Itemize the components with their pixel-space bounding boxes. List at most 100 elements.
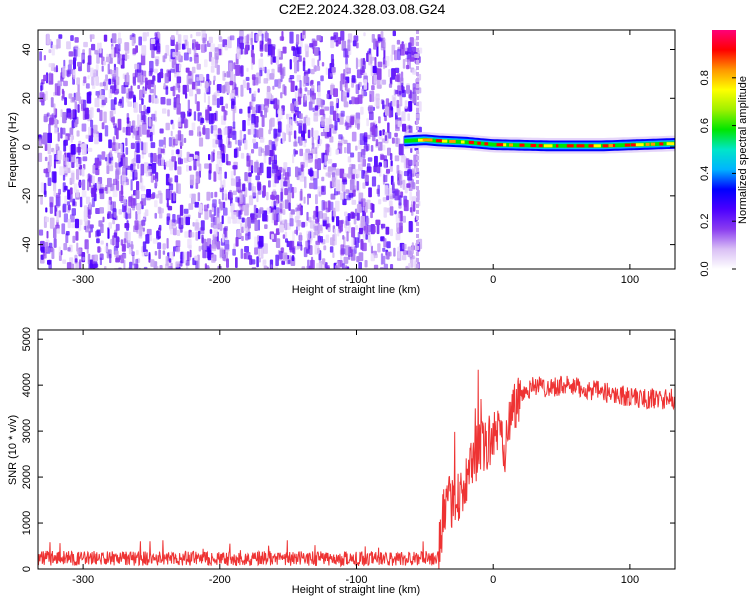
heatmap-cell xyxy=(392,30,396,37)
heatmap-cell xyxy=(366,118,369,127)
heatmap-cell xyxy=(304,87,308,92)
heatmap-cell xyxy=(240,202,244,212)
heatmap-cell xyxy=(246,34,250,44)
heatmap-cell xyxy=(371,203,375,213)
heatmap-cell xyxy=(393,247,396,257)
heatmap-cell xyxy=(78,157,82,165)
heatmap-cell xyxy=(343,48,348,58)
heatmap-cell xyxy=(355,84,360,94)
heatmap-cell xyxy=(162,243,166,250)
heatmap-cell xyxy=(335,200,340,212)
heatmap-cell xyxy=(341,40,347,51)
heatmap-cell xyxy=(74,101,78,110)
heatmap-cell xyxy=(362,182,366,189)
heatmap-cell xyxy=(118,38,122,44)
heatmap-cell xyxy=(196,63,201,70)
heatmap-cell xyxy=(373,264,379,269)
heatmap-cell xyxy=(199,227,205,235)
heatmap-cell xyxy=(317,186,322,197)
heatmap-cell xyxy=(282,209,286,215)
heatmap-cell xyxy=(416,186,419,190)
heatmap-cell xyxy=(60,109,63,118)
heatmap-cell xyxy=(325,234,330,243)
heatmap-cell xyxy=(204,163,210,169)
heatmap-cell xyxy=(135,141,140,153)
heatmap-cell xyxy=(85,134,90,139)
heatmap-cell xyxy=(180,111,186,124)
heatmap-cell xyxy=(280,92,283,99)
heatmap-cell xyxy=(416,102,419,106)
heatmap-cell xyxy=(71,223,75,229)
heatmap-cell xyxy=(188,165,192,171)
heatmap-cell xyxy=(392,181,395,192)
heatmap-cell xyxy=(165,188,171,201)
heatmap-cell xyxy=(416,84,419,88)
heatmap-cell xyxy=(317,59,320,67)
signal-band-hotspot xyxy=(602,144,609,148)
heatmap-cell xyxy=(148,268,153,269)
heatmap-cell xyxy=(287,259,291,264)
heatmap-cell xyxy=(301,266,306,269)
heatmap-cell xyxy=(162,55,166,63)
heatmap-cell xyxy=(282,252,288,262)
heatmap-cell xyxy=(150,38,156,44)
heatmap-cell xyxy=(416,48,419,52)
heatmap-cell xyxy=(122,253,127,259)
heatmap-cell xyxy=(294,106,299,112)
heatmap-cell xyxy=(363,32,366,37)
heatmap-cell xyxy=(226,136,229,145)
heatmap-cell xyxy=(238,36,244,44)
heatmap-cell xyxy=(329,105,334,115)
heatmap-cell xyxy=(240,248,244,259)
signal-band-hotspot xyxy=(543,144,551,148)
heatmap-cell xyxy=(351,131,357,142)
heatmap-cell xyxy=(154,200,158,208)
heatmap-cell xyxy=(73,49,77,61)
heatmap-cell xyxy=(295,47,300,57)
heatmap-cell xyxy=(196,101,200,112)
heatmap-cell xyxy=(194,93,197,105)
heatmap-cell xyxy=(48,49,52,54)
heatmap-cell xyxy=(118,43,121,52)
heatmap-cell xyxy=(214,191,218,198)
heatmap-cell xyxy=(58,188,61,195)
heatmap-cell xyxy=(355,145,358,151)
heatmap-cell xyxy=(358,252,364,262)
heatmap-cell xyxy=(208,113,214,125)
heatmap-cell xyxy=(153,153,157,163)
heatmap-cell xyxy=(171,156,176,162)
heatmap-cell xyxy=(206,191,211,201)
heatmap-cell xyxy=(172,226,177,236)
signal-band-hotspot xyxy=(530,144,536,147)
heatmap-cell xyxy=(377,37,383,42)
heatmap-cell xyxy=(416,72,419,76)
heatmap-cell xyxy=(299,113,303,120)
heatmap-cell xyxy=(248,182,252,191)
heatmap-cell xyxy=(188,130,194,136)
heatmap-cell xyxy=(39,92,45,103)
heatmap-cell xyxy=(245,44,249,55)
heatmap-cell xyxy=(289,240,293,251)
heatmap-cell xyxy=(182,251,187,264)
heatmap-cell xyxy=(388,188,393,197)
heatmap-cell xyxy=(378,199,382,205)
heatmap-cell xyxy=(130,164,134,171)
heatmap-cell xyxy=(270,55,273,65)
heatmap-cell xyxy=(399,96,403,107)
heatmap-cell xyxy=(97,246,101,253)
heatmap-cell xyxy=(255,175,260,181)
heatmap-cell xyxy=(195,82,198,91)
heatmap-cell xyxy=(391,95,397,107)
heatmap-cell xyxy=(86,92,92,104)
heatmap-cell xyxy=(90,107,94,118)
heatmap-cell xyxy=(402,59,406,69)
heatmap-cell xyxy=(271,233,274,240)
heatmap-cell xyxy=(142,227,145,232)
heatmap-cell xyxy=(303,141,307,148)
heatmap-cell xyxy=(319,139,323,144)
heatmap-cell xyxy=(145,170,151,177)
heatmap-cell xyxy=(316,263,321,269)
heatmap-cell xyxy=(316,168,319,179)
heatmap-cell xyxy=(128,196,133,207)
signal-band-hotspot xyxy=(422,138,431,142)
